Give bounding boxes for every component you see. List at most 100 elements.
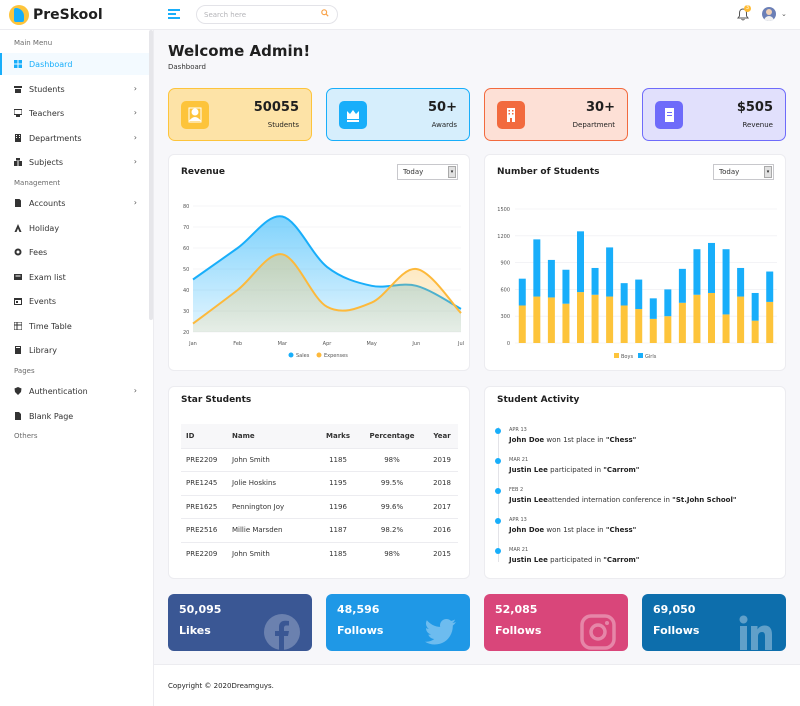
bar-boys[interactable] — [620, 305, 628, 343]
bar-girls[interactable] — [766, 271, 774, 302]
bar-boys[interactable] — [533, 296, 541, 343]
bar-boys[interactable] — [678, 302, 686, 343]
bar-girls[interactable] — [533, 239, 541, 297]
search-icon[interactable] — [321, 9, 329, 17]
search-input[interactable] — [196, 5, 338, 24]
sidebar-scrollbar[interactable] — [149, 30, 153, 320]
revenue-filter-select[interactable]: Today ▾ — [397, 164, 458, 180]
sidebar-item-departments[interactable]: Departments › — [0, 127, 149, 149]
sidebar-item-holiday[interactable]: Holiday — [0, 217, 149, 239]
instagram-card[interactable]: 52,085 Follows — [484, 594, 628, 651]
y-tick-label: 600 — [500, 287, 510, 293]
dashboard-icon — [14, 60, 22, 68]
sidebar-item-library[interactable]: Library — [0, 339, 149, 361]
column-header: Year — [426, 424, 458, 448]
sidebar-item-blank-page[interactable]: Blank Page — [0, 405, 149, 427]
linkedin-card[interactable]: 69,050 Follows — [642, 594, 786, 651]
twitter-card[interactable]: 48,596 Follows — [326, 594, 470, 651]
sidebar-item-students[interactable]: Students › — [0, 78, 149, 100]
sidebar-item-authentication[interactable]: Authentication › — [0, 380, 149, 402]
bar-boys[interactable] — [649, 318, 657, 343]
legend-label[interactable]: Girls — [645, 354, 657, 360]
table-row[interactable]: PRE2209 John Smith 1185 98% 2019 — [181, 447, 458, 472]
chevron-down-icon: ▾ — [448, 166, 456, 178]
bar-girls[interactable] — [649, 298, 657, 319]
menu-section-main: Main Menu — [14, 39, 53, 47]
bar-girls[interactable] — [562, 269, 570, 304]
bar-boys[interactable] — [606, 296, 614, 343]
sidebar-item-dashboard[interactable]: Dashboard — [0, 53, 149, 75]
stat-value: $505 — [736, 100, 773, 115]
student-id: PRE2209 — [181, 541, 232, 566]
x-tick-label: Apr — [323, 341, 333, 347]
bar-girls[interactable] — [708, 242, 715, 293]
table-row[interactable]: PRE2209 John Smith 1185 98% 2015 — [181, 541, 458, 566]
chevron-right-icon: › — [133, 108, 137, 117]
legend-label[interactable]: Sales — [296, 353, 310, 359]
table-row[interactable]: PRE2516 Millie Marsden 1187 98.2% 2016 — [181, 518, 458, 542]
sidebar-item-fees[interactable]: Fees — [0, 241, 149, 263]
table-row[interactable]: PRE1245 Jolie Hoskins 1195 99.5% 2018 — [181, 471, 458, 495]
student-marks: 1187 — [318, 518, 358, 542]
column-header: Marks — [318, 424, 358, 448]
bar-boys[interactable] — [766, 301, 774, 343]
chevron-right-icon: › — [133, 84, 137, 93]
bar-boys[interactable] — [664, 316, 672, 343]
activity-target: "Carrom" — [603, 556, 640, 564]
bar-girls[interactable] — [693, 249, 701, 295]
bar-girls[interactable] — [751, 292, 759, 321]
bar-boys[interactable] — [577, 292, 584, 343]
legend-label[interactable]: Boys — [621, 354, 633, 360]
menu-toggle-icon[interactable] — [168, 9, 180, 20]
bar-boys[interactable] — [722, 314, 730, 343]
bar-boys[interactable] — [635, 309, 643, 343]
facebook-card[interactable]: 50,095 Likes — [168, 594, 312, 651]
social-count: 52,085 — [495, 603, 538, 616]
logo-icon — [9, 5, 29, 25]
bar-girls[interactable] — [722, 249, 730, 315]
bar-girls[interactable] — [606, 247, 614, 297]
star-students-table: ID Name Marks Percentage Year PRE2209 Jo… — [181, 424, 458, 566]
sidebar-item-events[interactable]: Events — [0, 290, 149, 312]
bar-boys[interactable] — [562, 303, 570, 343]
chevron-down-icon[interactable]: ⌄ — [781, 10, 787, 18]
x-tick-label: Mar — [278, 341, 288, 347]
sidebar-item-subjects[interactable]: Subjects › — [0, 151, 149, 173]
sidebar-item-label: Library — [29, 345, 57, 355]
bar-boys[interactable] — [751, 320, 759, 343]
bar-girls[interactable] — [547, 259, 555, 298]
student-year: 2018 — [426, 471, 458, 495]
timeline-dot — [495, 458, 501, 464]
bar-boys[interactable] — [518, 305, 526, 343]
sidebar-item-time-table[interactable]: Time Table — [0, 315, 149, 337]
bar-boys[interactable] — [693, 294, 701, 343]
social-label: Follows — [495, 624, 542, 637]
stat-label: Department — [572, 121, 615, 129]
table-row[interactable]: PRE1625 Pennington Joy 1196 99.6% 2017 — [181, 494, 458, 519]
bar-boys[interactable] — [708, 292, 715, 343]
x-tick-label: Feb — [233, 341, 242, 347]
x-tick-label: Jan — [188, 341, 197, 347]
bar-boys[interactable] — [547, 297, 555, 343]
bar-girls[interactable] — [620, 283, 628, 306]
bar-girls[interactable] — [664, 289, 672, 317]
sidebar-item-label: Authentication — [29, 386, 88, 396]
bar-boys[interactable] — [591, 294, 599, 343]
students-filter-select[interactable]: Today ▾ — [713, 164, 774, 180]
sidebar-item-teachers[interactable]: Teachers › — [0, 102, 149, 124]
bar-girls[interactable] — [591, 267, 599, 295]
sidebar-item-exam-list[interactable]: Exam list — [0, 266, 149, 288]
sidebar-item-accounts[interactable]: Accounts › — [0, 192, 149, 214]
avatar[interactable] — [762, 7, 776, 21]
app-logo[interactable]: PreSkool — [9, 5, 103, 25]
revenue-filter-value: Today — [403, 168, 424, 176]
legend-label[interactable]: Expenses — [324, 353, 348, 359]
bar-boys[interactable] — [737, 296, 745, 343]
accounts-icon — [15, 199, 21, 207]
bar-girls[interactable] — [635, 279, 643, 310]
bar-girls[interactable] — [678, 268, 686, 303]
bar-girls[interactable] — [737, 267, 745, 297]
bar-girls[interactable] — [577, 231, 584, 293]
bar-girls[interactable] — [518, 278, 526, 306]
breadcrumb[interactable]: Dashboard — [168, 63, 206, 71]
